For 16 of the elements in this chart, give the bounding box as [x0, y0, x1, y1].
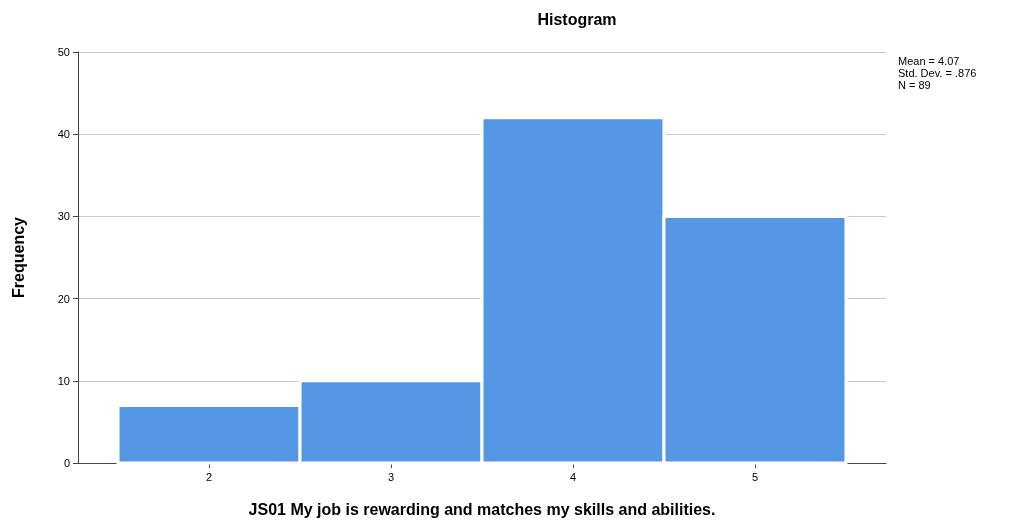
y-tick-label: 0: [63, 457, 70, 469]
x-tick-label: 3: [387, 470, 395, 483]
x-tick-label: 2: [205, 470, 213, 483]
y-tick-label: 40: [57, 128, 70, 141]
x-tick-label: 5: [751, 470, 759, 483]
x-axis-title: JS01 My job is rewarding and matches my skills and abilities.: [248, 500, 716, 518]
y-tick-label: 20: [57, 292, 70, 305]
text: N = 89: [898, 79, 931, 91]
text: Std. Dev. = .876: [898, 67, 977, 79]
y-tick-label: 10: [57, 374, 70, 387]
y-tick-label: 30: [57, 210, 70, 223]
chart-title: Histogram: [537, 10, 617, 28]
text: Mean = 4.07: [898, 55, 960, 67]
x-tick-label: 4: [569, 470, 577, 483]
y-axis-title: Frequency: [9, 216, 27, 298]
y-tick-label: 50: [57, 46, 70, 58]
